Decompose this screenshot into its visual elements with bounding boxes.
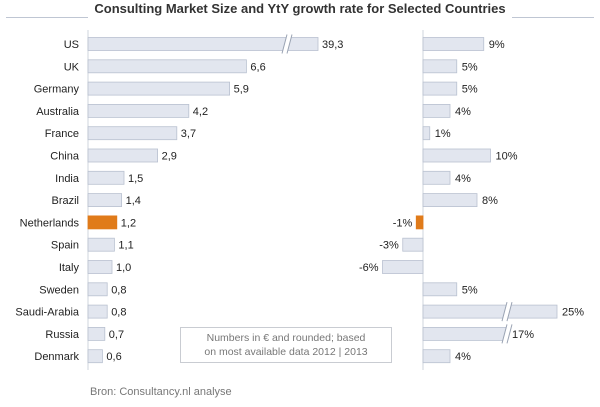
size-bar-china: [87, 148, 158, 163]
category-label-saudi-arabia: Saudi-Arabia: [15, 307, 79, 319]
category-label-denmark: Denmark: [34, 351, 79, 363]
size-value-label-brazil: 1,4: [126, 195, 141, 207]
growth-axis-break-mark-b: [506, 301, 513, 322]
category-label-russia: Russia: [45, 329, 80, 341]
growth-value-label-netherlands: -1%: [393, 217, 413, 229]
growth-axis-break-gap: [502, 324, 512, 344]
growth-axis-break-mark-a: [501, 301, 508, 322]
title-rule-right: [512, 17, 594, 18]
growth-value-label-uk: 5%: [462, 61, 478, 73]
size-value-label-germany: 5,9: [234, 84, 249, 96]
growth-value-label-spain: -3%: [379, 240, 399, 252]
growth-bar-netherlands: [415, 215, 424, 230]
growth-bar-denmark: [422, 349, 451, 364]
size-bar-india: [87, 170, 125, 185]
size-bar-uk: [87, 59, 247, 74]
growth-axis-break-mark-a: [501, 324, 508, 344]
size-value-label-sweden: 0,8: [111, 284, 126, 296]
growth-bar-india: [422, 170, 451, 185]
size-value-label-australia: 4,2: [193, 106, 208, 118]
size-axis-break-mark-a: [281, 34, 288, 54]
size-bar-australia: [87, 104, 190, 118]
growth-bar-sweden: [422, 282, 458, 297]
size-value-label-netherlands: 1,2: [121, 217, 136, 229]
category-label-sweden: Sweden: [39, 284, 79, 296]
growth-value-label-denmark: 4%: [455, 351, 471, 363]
size-value-label-spain: 1,1: [118, 240, 133, 252]
growth-value-label-sweden: 5%: [462, 284, 478, 296]
data-note-line-2: on most available data 2012 | 2013: [204, 346, 368, 358]
title-rule-left: [6, 17, 88, 18]
growth-bar-uk: [422, 59, 458, 74]
size-bar-germany: [87, 81, 231, 96]
size-bar-france: [87, 126, 178, 141]
data-note-box: Numbers in € and rounded; based on most …: [180, 327, 392, 363]
source-text: Bron: Consultancy.nl analyse: [90, 386, 232, 398]
growth-bar-australia: [422, 104, 451, 118]
category-label-us: US: [64, 39, 79, 51]
growth-value-label-saudi-arabia: 25%: [562, 307, 584, 319]
size-value-label-china: 2,9: [162, 151, 177, 163]
size-bar-russia: [87, 326, 106, 341]
growth-value-label-australia: 4%: [455, 106, 471, 118]
growth-bar-france: [422, 126, 431, 141]
growth-value-label-us: 9%: [489, 39, 505, 51]
size-bar-saudi-arabia: [87, 304, 108, 319]
growth-bar-china: [422, 148, 491, 163]
size-value-label-uk: 6,6: [250, 61, 265, 73]
growth-axis-break-mark-b: [506, 324, 513, 344]
size-bar-netherlands: [87, 215, 118, 230]
category-label-italy: Italy: [59, 262, 80, 274]
category-label-australia: Australia: [36, 106, 80, 118]
size-bar-brazil: [87, 193, 122, 208]
size-value-label-india: 1,5: [128, 173, 143, 185]
size-value-label-russia: 0,7: [109, 329, 124, 341]
category-label-uk: UK: [64, 61, 80, 73]
growth-value-label-india: 4%: [455, 173, 471, 185]
size-bar-spain: [87, 237, 115, 252]
category-label-spain: Spain: [51, 240, 79, 252]
size-bar-sweden: [87, 282, 108, 297]
size-axis-break-mark-b: [286, 34, 293, 54]
category-label-china: China: [50, 151, 80, 163]
size-bar-italy: [87, 260, 113, 274]
size-bar-denmark: [87, 349, 103, 364]
growth-bar-brazil: [422, 193, 478, 208]
growth-bar-spain: [402, 237, 424, 252]
size-bar-us: [87, 37, 319, 51]
size-value-label-italy: 1,0: [116, 262, 131, 274]
data-note-line-1: Numbers in € and rounded; based: [206, 332, 366, 344]
growth-value-label-germany: 5%: [462, 84, 478, 96]
growth-bar-saudi-arabia: [422, 304, 558, 319]
growth-value-label-brazil: 8%: [482, 195, 498, 207]
growth-value-label-italy: -6%: [359, 262, 379, 274]
growth-value-label-russia: 17%: [512, 329, 534, 341]
category-label-germany: Germany: [34, 84, 80, 96]
growth-axis-break-gap: [502, 302, 512, 322]
size-value-label-denmark: 0,6: [106, 351, 121, 363]
size-axis-break-gap: [282, 34, 292, 54]
growth-bar-germany: [422, 81, 458, 96]
size-value-label-saudi-arabia: 0,8: [111, 307, 126, 319]
growth-bar-us: [422, 37, 485, 51]
growth-value-label-china: 10%: [496, 151, 518, 163]
category-label-netherlands: Netherlands: [20, 217, 80, 229]
category-label-india: India: [55, 173, 80, 185]
growth-bar-italy: [382, 260, 424, 274]
category-label-france: France: [45, 128, 79, 140]
size-value-label-france: 3,7: [181, 128, 196, 140]
size-value-label-us: 39,3: [322, 39, 343, 51]
category-label-brazil: Brazil: [51, 195, 79, 207]
chart-title: Consulting Market Size and YtY growth ra…: [94, 1, 506, 16]
growth-value-label-france: 1%: [435, 128, 451, 140]
growth-bar-russia: [422, 326, 508, 341]
